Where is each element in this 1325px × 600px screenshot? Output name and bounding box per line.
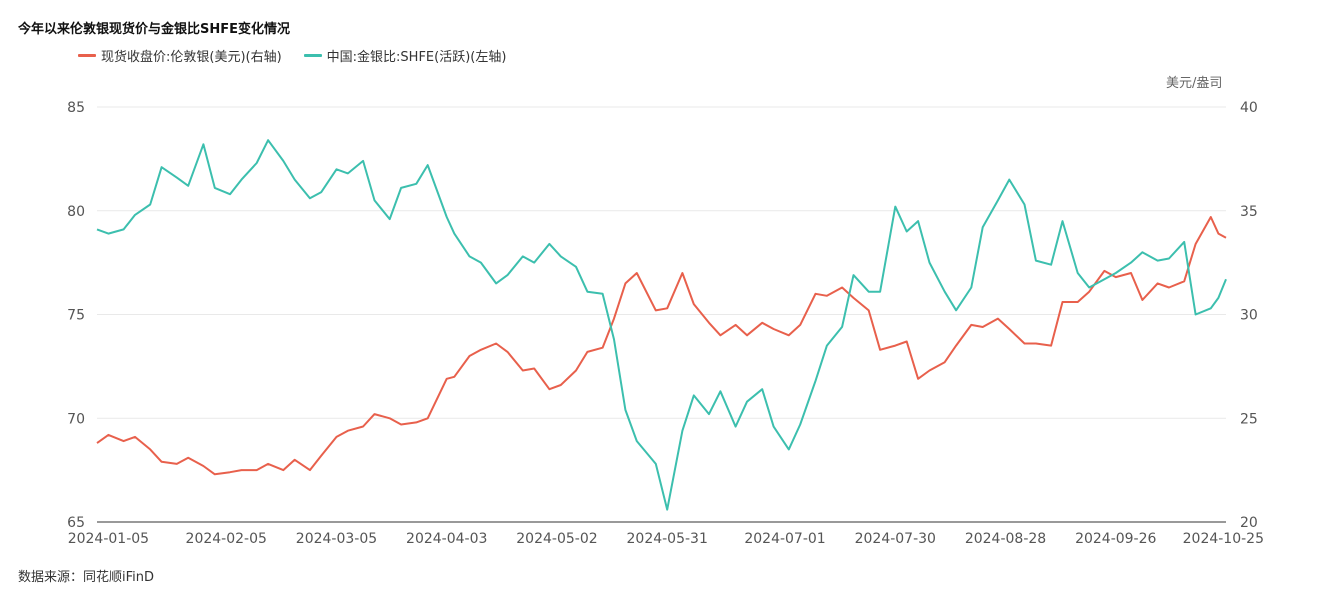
x-axis-tick-label: 2024-07-01 — [744, 531, 825, 547]
chart-title: 今年以来伦敦银现货价与金银比SHFE变化情况 — [18, 22, 291, 37]
x-axis-tick-label: 2024-08-28 — [965, 531, 1046, 547]
x-axis-tick-label: 2024-09-26 — [1075, 531, 1156, 547]
data-source-note: 数据来源：同花顺iFinD — [18, 570, 155, 585]
x-axis-tick-label: 2024-05-31 — [627, 531, 708, 547]
legend-item-silver-price[interactable]: 现货收盘价:伦敦银(美元)(右轴) — [78, 46, 282, 65]
right-axis-tick-label: 30 — [1240, 308, 1258, 324]
x-axis-tick-label: 2024-02-05 — [186, 531, 267, 547]
legend-label-gold-silver-ratio: 中国:金银比:SHFE(活跃)(左轴) — [326, 50, 507, 65]
legend-swatch-silver-price — [78, 54, 96, 57]
right-axis-unit: 美元/盎司 — [1166, 76, 1223, 91]
x-axis-tick-label: 2024-03-05 — [296, 531, 377, 547]
right-axis-tick-label: 40 — [1240, 100, 1258, 116]
right-axis-tick-label: 25 — [1240, 411, 1258, 427]
x-axis-tick-label: 2024-10-25 — [1183, 531, 1264, 547]
series-line-gold-silver-ratio — [96, 139, 1227, 511]
left-axis-tick-label: 65 — [67, 515, 85, 531]
legend-item-gold-silver-ratio[interactable]: 中国:金银比:SHFE(活跃)(左轴) — [303, 46, 507, 65]
x-axis-tick-label: 2024-07-30 — [855, 531, 936, 547]
right-axis-tick-label: 35 — [1240, 204, 1258, 220]
legend-swatch-gold-silver-ratio — [303, 54, 322, 57]
left-axis-tick-label: 85 — [67, 100, 85, 116]
chart-legend: 现货收盘价:伦敦银(美元)(右轴) 中国:金银比:SHFE(活跃)(左轴) — [78, 46, 506, 65]
x-axis-tick-label: 2024-04-03 — [406, 531, 487, 547]
series-line-silver-price — [96, 216, 1227, 476]
left-axis-tick-label: 80 — [67, 204, 85, 220]
right-axis-tick-label: 20 — [1240, 515, 1258, 531]
x-axis-tick-label: 2024-01-05 — [68, 531, 149, 547]
legend-label-silver-price: 现货收盘价:伦敦银(美元)(右轴) — [101, 50, 282, 65]
left-axis-tick-label: 75 — [67, 308, 85, 324]
left-axis-tick-label: 70 — [67, 411, 85, 427]
x-axis-tick-label: 2024-05-02 — [516, 531, 597, 547]
